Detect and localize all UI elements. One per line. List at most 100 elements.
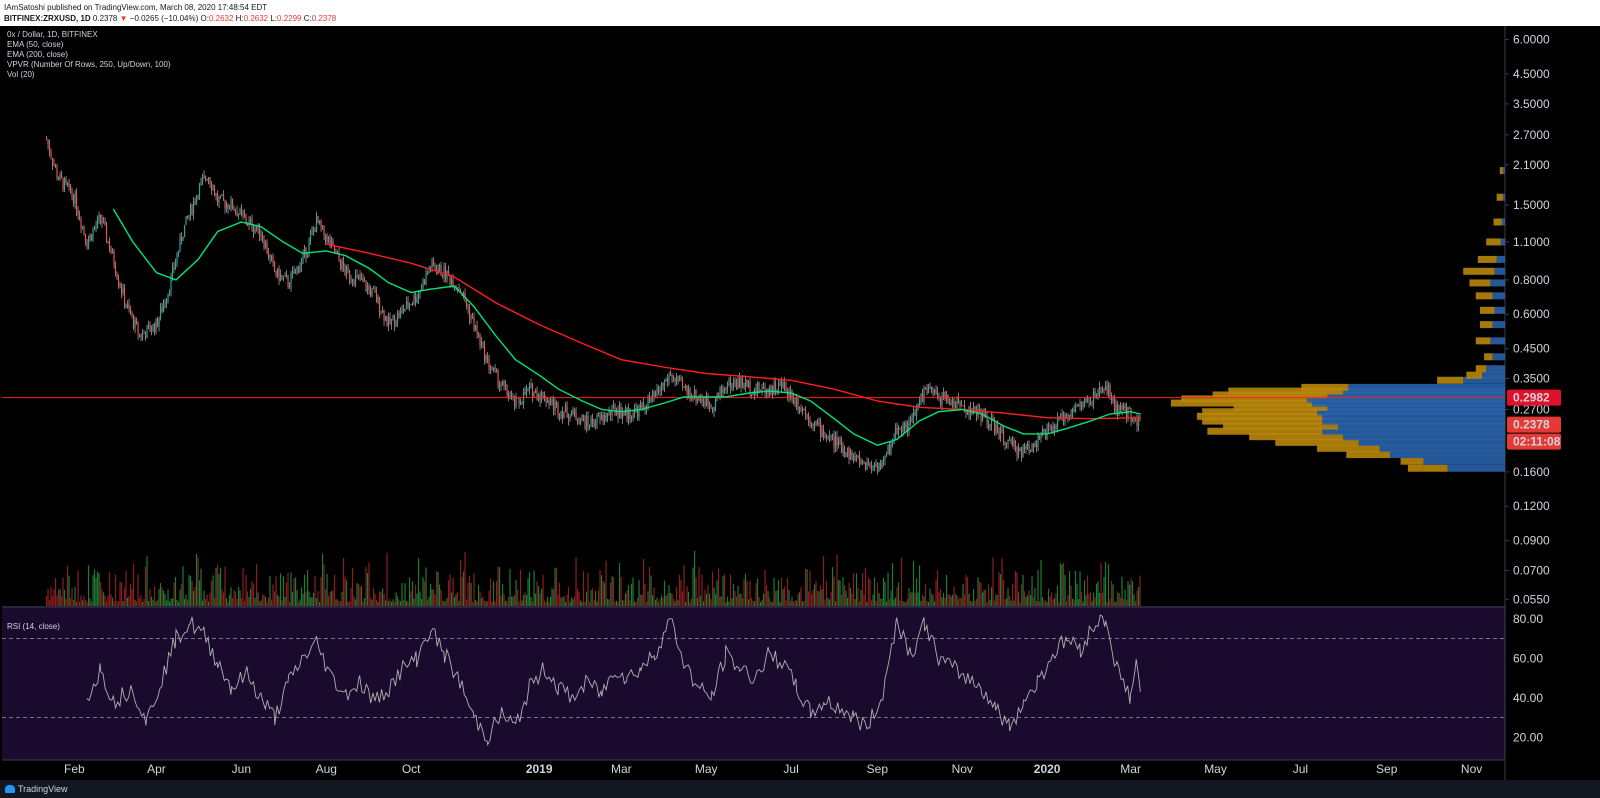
volume-bar	[522, 594, 525, 606]
volume-bar	[891, 562, 894, 606]
candle-body	[440, 265, 442, 276]
volume-bar	[557, 594, 559, 606]
footer-brand[interactable]: TradingView	[18, 784, 68, 794]
volume-bar	[1079, 571, 1081, 606]
volume-bar	[195, 553, 198, 606]
volume-bar	[936, 570, 939, 606]
candle-body	[1007, 440, 1009, 443]
candle-body	[315, 216, 318, 233]
candle-body	[1032, 444, 1035, 448]
vpvr-down-24	[1475, 292, 1493, 300]
candle-body	[167, 293, 169, 301]
candle-body	[462, 293, 465, 296]
candle-body	[1071, 409, 1074, 416]
vpvr-up-25	[1490, 279, 1505, 287]
candle-body	[159, 307, 162, 319]
candle-body	[675, 378, 678, 382]
volume-bar	[678, 574, 681, 606]
candle-body	[528, 384, 531, 389]
volume-bar	[866, 601, 868, 606]
volume-bar	[824, 599, 826, 606]
volume-bar	[287, 572, 289, 606]
volume-bar	[609, 582, 612, 606]
price-tick-label: 0.0550	[1513, 592, 1550, 606]
volume-bar	[281, 600, 283, 606]
candle-body	[1008, 440, 1011, 442]
candle-body	[515, 397, 517, 407]
volume-bar	[302, 593, 304, 606]
vpvr-up-8	[1322, 417, 1505, 425]
candle-body	[710, 405, 712, 409]
candle-body	[1076, 406, 1078, 407]
candle-body	[441, 275, 444, 277]
vpvr-up-6	[1322, 427, 1505, 435]
volume-bar	[714, 594, 717, 606]
candle-body	[408, 304, 411, 308]
volume-bar	[57, 589, 60, 606]
vpvr-up-17	[1463, 376, 1505, 384]
volume-bar	[293, 578, 295, 606]
volume-bar	[270, 599, 273, 606]
legend-ema50[interactable]: EMA (50, close)	[7, 40, 64, 49]
volume-bar	[581, 601, 583, 606]
volume-bar	[588, 601, 591, 606]
volume-bar	[660, 595, 663, 606]
candle-body	[129, 308, 132, 315]
candle-body	[723, 387, 726, 391]
volume-bars	[45, 550, 1141, 606]
low-label: L:	[270, 14, 278, 23]
candle-body	[1077, 404, 1080, 407]
candle-body	[308, 239, 310, 252]
volume-bar	[138, 597, 141, 606]
candle-body	[560, 410, 562, 417]
legend-ema200[interactable]: EMA (200, close)	[7, 50, 68, 59]
volume-bar	[239, 590, 241, 606]
volume-bar	[386, 552, 388, 606]
candle-body	[1095, 395, 1098, 397]
candle-body	[720, 387, 723, 393]
volume-bar	[563, 596, 565, 606]
volume-bar	[558, 582, 561, 606]
volume-bar	[554, 568, 556, 606]
legend-vpvr[interactable]: VPVR (Number Of Rows, 250, Up/Down, 100)	[7, 60, 171, 69]
candle-body	[240, 208, 243, 212]
volume-bar	[911, 591, 913, 606]
volume-bar	[840, 594, 843, 606]
volume-bar	[152, 599, 154, 606]
volume-bar	[84, 600, 87, 606]
rsi-legend[interactable]: RSI (14, close)	[7, 622, 60, 631]
candle-body	[228, 208, 231, 210]
volume-bar	[296, 590, 298, 606]
vpvr-down-6	[1207, 427, 1323, 435]
volume-bar	[266, 601, 268, 606]
candle-body	[513, 395, 516, 407]
volume-bar	[810, 593, 813, 606]
volume-bar	[261, 594, 264, 606]
candle-body	[846, 447, 849, 456]
candle-body	[960, 405, 963, 407]
volume-bar	[749, 580, 751, 606]
time-tick-label: Jul	[1293, 762, 1308, 776]
volume-bar	[551, 587, 553, 606]
vpvr-down-21	[1475, 337, 1491, 345]
volume-bar	[1112, 584, 1114, 606]
volume-bar	[618, 562, 621, 606]
volume-bar	[692, 567, 694, 606]
volume-bar	[1137, 586, 1140, 606]
volume-bar	[1041, 597, 1044, 606]
volume-bar	[156, 600, 159, 606]
candle-body	[657, 387, 660, 392]
volume-bar	[651, 595, 654, 606]
candle-body	[246, 223, 249, 226]
horizontal-line-price-label-bg	[1507, 389, 1561, 406]
vpvr-down-31	[1499, 167, 1503, 175]
candle-body	[329, 238, 331, 247]
volume-bar	[488, 590, 490, 606]
candle-body	[963, 405, 966, 411]
legend-volume[interactable]: Vol (20)	[7, 70, 35, 79]
volume-bar	[353, 595, 355, 606]
candle-body	[1098, 387, 1101, 393]
volume-bar	[617, 601, 619, 606]
volume-bar	[335, 599, 337, 606]
